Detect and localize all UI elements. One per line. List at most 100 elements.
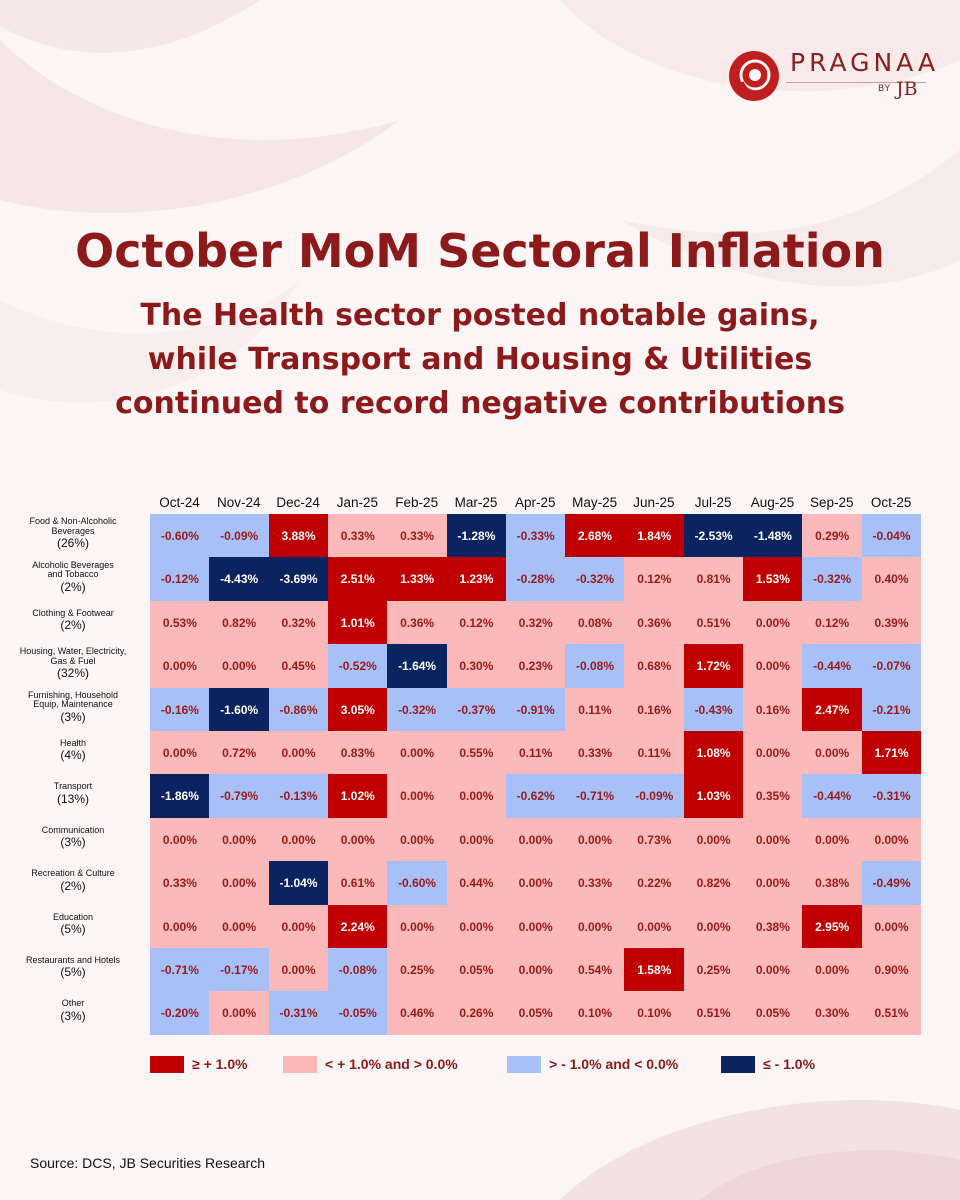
heatmap-cell: 0.12% [446, 600, 507, 645]
heatmap-cell: 0.00% [268, 904, 329, 949]
heatmap-cell: 0.12% [624, 557, 685, 602]
row-weight: (2%) [60, 579, 86, 594]
heatmap-cell: 1.72% [683, 644, 744, 689]
heatmap-cell: 0.00% [209, 644, 270, 689]
column-header: Oct-24 [159, 495, 200, 510]
column-header: Feb-25 [395, 495, 439, 510]
heatmap-cell: -0.16% [150, 687, 210, 732]
heatmap-cell: -0.44% [802, 774, 863, 819]
row-name: Alcoholic Beverages [32, 559, 114, 570]
heatmap-cell: -0.71% [565, 774, 625, 819]
heatmap-cell: -0.43% [683, 687, 744, 732]
heatmap-cell: -1.04% [268, 861, 329, 906]
heatmap-cell: -0.31% [268, 991, 329, 1036]
heatmap-cell: 0.00% [150, 817, 210, 862]
legend-swatch [150, 1056, 184, 1073]
brand-jb: JB [896, 78, 918, 100]
heatmap-cell: 0.32% [505, 600, 566, 645]
heatmap-cell: 0.00% [505, 861, 566, 906]
heatmap-cell: -0.79% [209, 774, 270, 819]
heatmap-cell: 0.11% [624, 731, 685, 775]
row-name: Clothing & Footwear [32, 607, 114, 618]
heatmap-cell: 0.35% [743, 774, 803, 819]
heatmap-cell: 0.05% [446, 948, 507, 992]
heatmap-cell: -0.32% [387, 687, 447, 732]
row-label: Restaurants and Hotels (5%) [10, 955, 136, 979]
row-name: Other [61, 998, 85, 1009]
heatmap-cell: -0.31% [861, 774, 922, 819]
heatmap-cell: 0.51% [683, 991, 744, 1036]
heatmap-cell: 0.00% [743, 731, 803, 775]
heatmap-cell: 0.00% [505, 817, 566, 862]
row-name: Furnishing, Household [27, 689, 119, 700]
row-label: Clothing & Footwear (2%) [10, 607, 136, 632]
heatmap-cell: 0.00% [387, 731, 447, 775]
heatmap-cell: 1.03% [683, 774, 744, 819]
heatmap-cell: 0.00% [446, 817, 507, 862]
heatmap-cell: 0.81% [683, 557, 744, 602]
heatmap-cell: -4.43% [209, 557, 270, 602]
heatmap-cell: 0.00% [268, 817, 329, 862]
heatmap-cell: 0.00% [209, 817, 270, 862]
heatmap-cell: 0.72% [209, 731, 270, 775]
column-header: Mar-25 [454, 495, 498, 510]
heatmap-cell: 0.00% [505, 948, 566, 992]
row-weight: (3%) [60, 709, 86, 724]
legend-swatch [721, 1056, 755, 1073]
heatmap-cell: -0.71% [150, 948, 210, 992]
row-label: Other (3%) [10, 999, 136, 1023]
heatmap-cell: 0.45% [268, 644, 329, 689]
heatmap-cell: -0.08% [565, 644, 625, 689]
legend-label: < + 1.0% and > 0.0% [325, 1056, 458, 1072]
heatmap-cell: 0.73% [624, 817, 685, 862]
heatmap-cell: 0.00% [861, 817, 922, 862]
heatmap-cell: 1.71% [861, 731, 922, 775]
heatmap-cell: -0.08% [327, 948, 388, 992]
heatmap-cell: -0.05% [327, 991, 388, 1036]
column-header: Jan-25 [336, 495, 379, 510]
heatmap-cell: -3.69% [268, 557, 329, 602]
column-header: Jun-25 [633, 495, 675, 510]
heatmap-cell: 0.00% [387, 774, 447, 819]
row-weight: (3%) [60, 835, 86, 850]
row-label: Food & Non-Alcoholic Beverages (26%) [10, 516, 136, 551]
column-header: Jul-25 [694, 495, 732, 510]
heatmap-cell: 0.16% [743, 687, 803, 732]
legend-label: ≥ + 1.0% [192, 1056, 248, 1072]
heatmap-cell: 1.84% [624, 514, 685, 558]
heatmap-cell: 0.00% [802, 948, 863, 992]
row-label: Alcoholic Beverages and Tobacco (2%) [10, 559, 136, 594]
heatmap-cell: -0.13% [268, 774, 329, 819]
heatmap-cell: -0.28% [505, 557, 566, 602]
row-weight: (32%) [56, 666, 89, 681]
heatmap-cell: 0.33% [387, 514, 447, 558]
row-name: Food & Non-Alcoholic [29, 516, 117, 527]
row-weight: (4%) [60, 748, 86, 763]
heatmap-cell: 0.40% [861, 557, 922, 602]
heatmap-cell: 2.51% [327, 557, 388, 602]
subtitle-line: continued to record negative contributio… [115, 386, 845, 421]
column-header: Sep-25 [810, 495, 854, 510]
heatmap-cell: 1.58% [624, 948, 685, 992]
heatmap-cell: 0.08% [565, 600, 625, 645]
heatmap-cell: -0.17% [209, 948, 270, 992]
heatmap-cell: -0.52% [327, 644, 388, 689]
heatmap-cell: 0.00% [624, 904, 685, 949]
heatmap-cell: 1.23% [446, 557, 507, 602]
heatmap-cell: 1.01% [327, 600, 388, 645]
row-weight: (5%) [60, 922, 86, 937]
heatmap-cell: 0.00% [209, 991, 270, 1036]
heatmap-cell: 0.25% [683, 948, 744, 992]
heatmap-cell: 0.00% [209, 861, 270, 906]
heatmap-cell: 0.61% [327, 861, 388, 906]
heatmap-cell: -0.60% [387, 861, 447, 906]
heatmap-cell: 0.46% [387, 991, 447, 1036]
heatmap-cell: 0.00% [683, 817, 744, 862]
heatmap-cell: 0.00% [565, 817, 625, 862]
heatmap-cell: -0.21% [861, 687, 922, 732]
heatmap-cell: 0.00% [743, 948, 803, 992]
heatmap-cell: 0.11% [505, 731, 566, 775]
heatmap-cell: 0.00% [743, 861, 803, 906]
legend-swatch [283, 1056, 317, 1073]
